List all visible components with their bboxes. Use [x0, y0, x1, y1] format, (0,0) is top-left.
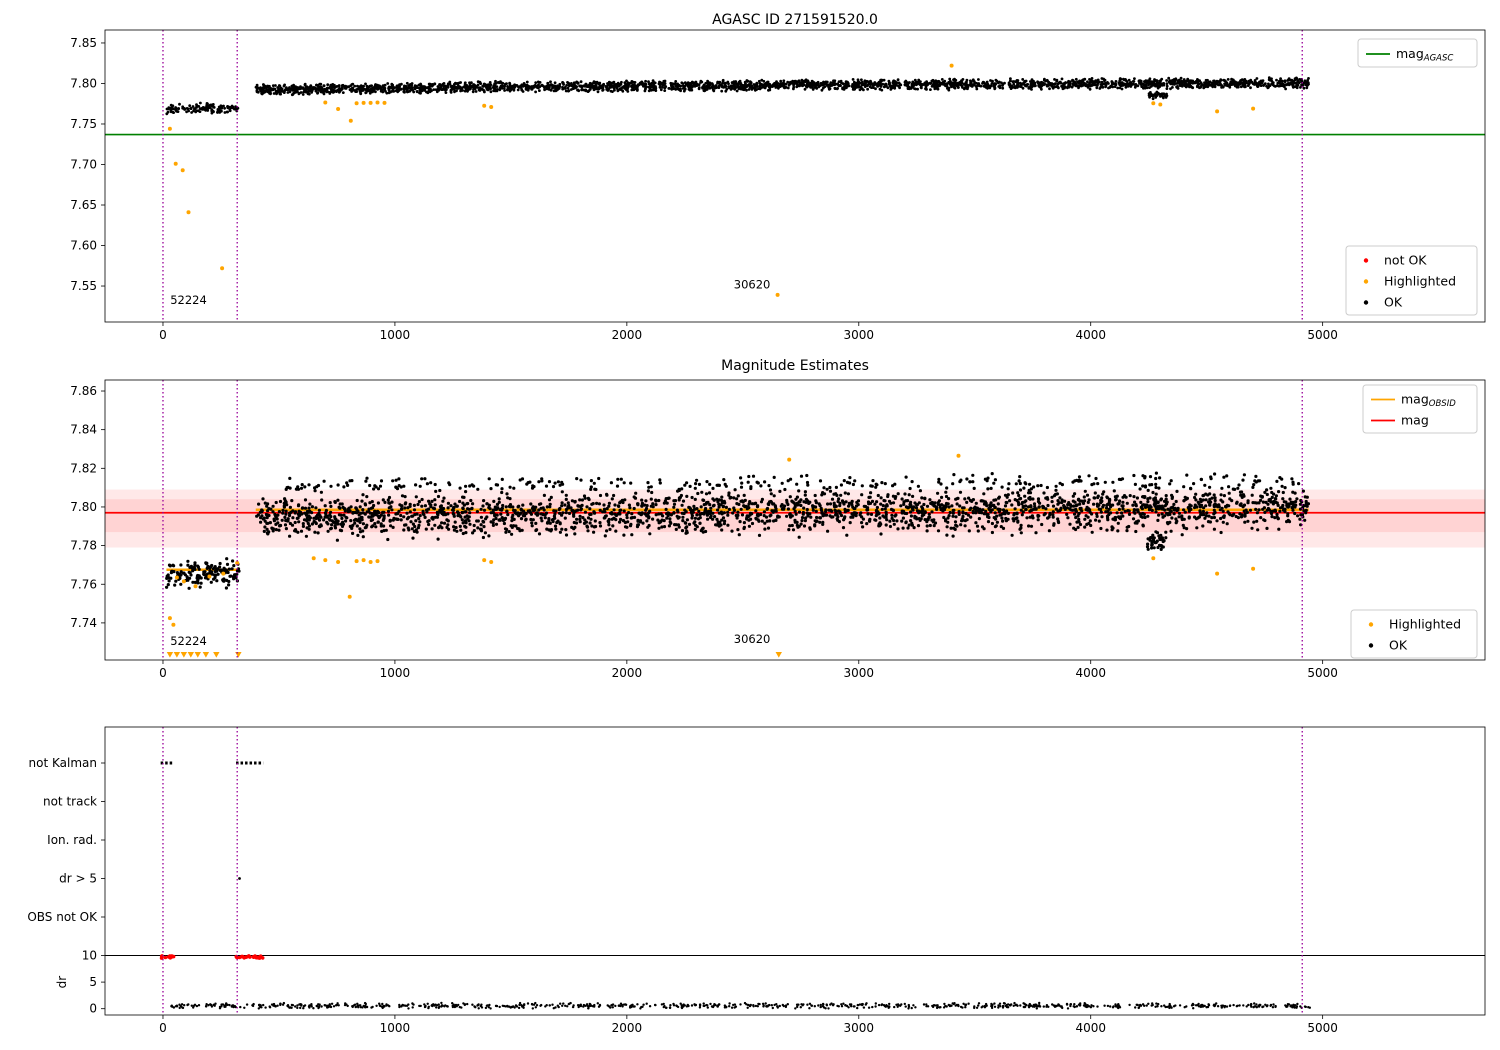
- x-tick-label: 2000: [612, 666, 643, 680]
- y-tick-label: 7.60: [70, 239, 97, 253]
- flag-point: [238, 877, 241, 880]
- dr-tick-label: 0: [89, 1002, 97, 1016]
- x-tick-label: 0: [159, 328, 167, 342]
- magnitude-estimates-plot: 0 1000 2000 3000 4000 5000 7.74 7.76 7.78 7.80 7.8…: [70, 379, 1486, 680]
- axes-border: [104, 726, 1486, 1016]
- x-tick-label: 4000: [1075, 1021, 1106, 1035]
- obsid-annotation: 30620: [734, 277, 771, 291]
- y-tick-label: 7.75: [70, 117, 97, 131]
- axes-border: [104, 379, 1486, 661]
- legend-dot-sample: [1363, 258, 1369, 263]
- legend: not OK Highlighted OK: [1345, 245, 1478, 316]
- legend-dot-sample: [1368, 622, 1374, 627]
- x-tick-label: 3000: [844, 666, 875, 680]
- x-tick-label: 2000: [612, 328, 643, 342]
- x-tick-label: 1000: [380, 1021, 411, 1035]
- x-tick-label: 4000: [1075, 666, 1106, 680]
- x-tick-label: 0: [159, 1021, 167, 1035]
- scatter-cluster: [255, 486, 1310, 536]
- x-tick-label: 5000: [1307, 1021, 1338, 1035]
- obsid-annotation: 30620: [734, 632, 771, 646]
- y-tick-label: 7.70: [70, 157, 97, 171]
- y-tick-label: 7.55: [70, 279, 97, 293]
- axes-border: [104, 29, 1486, 323]
- x-tick-label: 4000: [1075, 328, 1106, 342]
- y-tick-label: 7.80: [70, 76, 97, 90]
- scatter-cluster: [254, 81, 431, 97]
- x-tick-label: 3000: [844, 328, 875, 342]
- y-tick-label: 7.82: [70, 461, 97, 475]
- highlighted-points: [167, 453, 1256, 627]
- y-tick-label: 7.80: [70, 500, 97, 514]
- flag-row-label: OBS not OK: [27, 910, 98, 924]
- agasc-mag-plot: 0 1000 2000 3000 4000 5000 7.55 7.60 7.65 7.70 7.7…: [70, 29, 1486, 342]
- flag-row-label: dr > 5: [59, 872, 97, 886]
- dr-axis-label: dr: [55, 976, 69, 989]
- obsid-annotation: 52224: [170, 293, 207, 307]
- legend: magOBSID mag: [1362, 384, 1478, 434]
- y-tick-label: 7.74: [70, 616, 97, 630]
- scatter-cluster: [265, 520, 1292, 542]
- x-tick-label: 5000: [1307, 666, 1338, 680]
- dr-tick-label: 5: [89, 975, 97, 989]
- x-tick-label: 3000: [844, 1021, 875, 1035]
- obsid-annotation: 52224: [170, 634, 207, 648]
- y-tick-label: 7.85: [70, 36, 97, 50]
- flag-row-label: not Kalman: [29, 756, 97, 770]
- clipped-low-markers: [166, 651, 782, 658]
- legend: Highlighted OK: [1350, 609, 1478, 659]
- scatter-cluster: [1145, 530, 1168, 552]
- x-tick-label: 1000: [380, 328, 411, 342]
- legend-label: mag: [1401, 413, 1429, 428]
- scatter-cluster: [165, 101, 240, 116]
- legend-label: Highlighted: [1389, 617, 1461, 632]
- y-tick-label: 7.78: [70, 539, 97, 553]
- flag-row-label: Ion. rad.: [47, 833, 97, 847]
- highlighted-points: [167, 63, 1256, 297]
- y-tick-label: 7.84: [70, 423, 97, 437]
- legend-label: Highlighted: [1384, 274, 1456, 289]
- legend-dot-sample: [1363, 300, 1369, 305]
- scatter-cluster: [428, 78, 767, 94]
- y-tick-label: 7.76: [70, 577, 97, 591]
- scatter-cluster: [165, 557, 241, 590]
- dr-big-points: [159, 954, 176, 960]
- legend-label: not OK: [1384, 253, 1427, 268]
- x-tick-label: 5000: [1307, 328, 1338, 342]
- legend-dot-sample: [1363, 279, 1369, 284]
- middle-plot-title: Magnitude Estimates: [721, 358, 869, 374]
- y-tick-label: 7.65: [70, 198, 97, 212]
- legend-label: OK: [1389, 638, 1408, 653]
- scatter-cluster: [1147, 90, 1169, 101]
- dr-big-points: [234, 954, 265, 960]
- flags-dr-plot: not Kalman not track Ion. rad. dr > 5 OBS no…: [27, 726, 1486, 1035]
- flag-row-label: not track: [43, 795, 97, 809]
- x-tick-label: 0: [159, 666, 167, 680]
- x-tick-label: 2000: [612, 1021, 643, 1035]
- legend-label: magAGASC: [1396, 46, 1453, 64]
- legend-label: magOBSID: [1401, 392, 1456, 410]
- scatter-cluster: [284, 471, 1301, 496]
- dr-tick-label: 10: [82, 949, 97, 963]
- legend-dot-sample: [1368, 643, 1374, 648]
- top-plot-title: AGASC ID 271591520.0: [712, 12, 878, 28]
- legend-label: OK: [1384, 295, 1403, 310]
- scatter-cluster: [764, 76, 1310, 92]
- dr-points: [170, 1001, 1312, 1010]
- y-tick-label: 7.86: [70, 384, 97, 398]
- x-tick-label: 1000: [380, 666, 411, 680]
- legend: magAGASC: [1357, 38, 1478, 68]
